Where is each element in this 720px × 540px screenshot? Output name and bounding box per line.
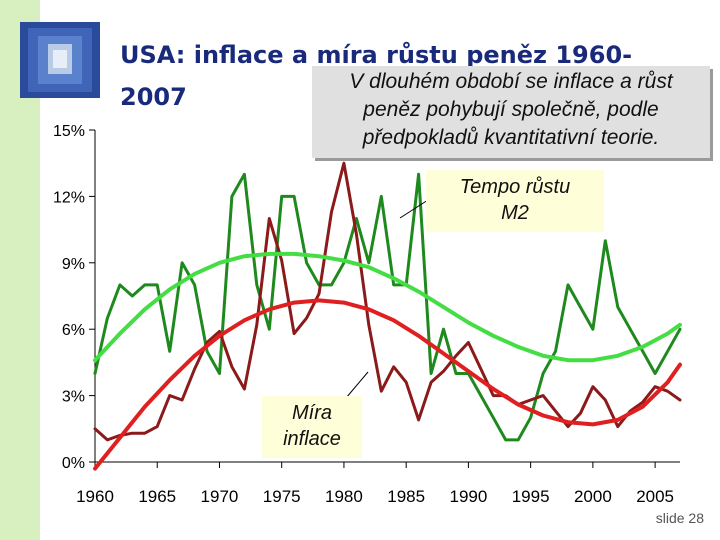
series-line-tempo-rustu-m2 — [93, 172, 682, 442]
x-tick-label: 1995 — [512, 487, 550, 506]
y-tick-label: 9% — [62, 256, 85, 273]
callout-box: V dlouhém období se inflace a růst peněz… — [312, 66, 710, 158]
x-tick-label: 1975 — [263, 487, 301, 506]
y-tick-label: 15% — [53, 123, 85, 140]
x-tick-label: 1960 — [76, 487, 114, 506]
x-tick-label: 2000 — [574, 487, 612, 506]
x-tick-label: 2005 — [636, 487, 674, 506]
y-tick-label: 6% — [62, 322, 85, 339]
y-tick-label: 0% — [62, 455, 85, 472]
x-tick-label: 1985 — [387, 487, 425, 506]
slide-number: slide 28 — [655, 510, 704, 526]
inflation-label: Míra inflace — [262, 396, 362, 458]
slide-logo — [20, 22, 100, 98]
y-tick-label: 3% — [62, 389, 85, 406]
m2-label-leader — [399, 199, 429, 219]
m2-growth-label-text: Tempo růstu M2 — [459, 176, 571, 224]
x-tick-label: 1970 — [201, 487, 239, 506]
series-line-trend-inflace — [93, 298, 682, 471]
series-line-trend-m2 — [93, 251, 682, 363]
m2-growth-label: Tempo růstu M2 — [426, 170, 604, 232]
inflation-label-text: Míra inflace — [283, 402, 341, 450]
inflation-label-leader — [345, 371, 369, 399]
y-tick-label: 12% — [53, 189, 85, 206]
x-tick-label: 1965 — [138, 487, 176, 506]
slide-title: USA: inflace a míra růstu peněz 1960- 20… — [120, 41, 633, 111]
x-tick-label: 1990 — [449, 487, 487, 506]
x-tick-label: 1980 — [325, 487, 363, 506]
series-line-mira-inflace — [93, 161, 682, 442]
callout-text: V dlouhém období se inflace a růst peněz… — [349, 70, 673, 149]
